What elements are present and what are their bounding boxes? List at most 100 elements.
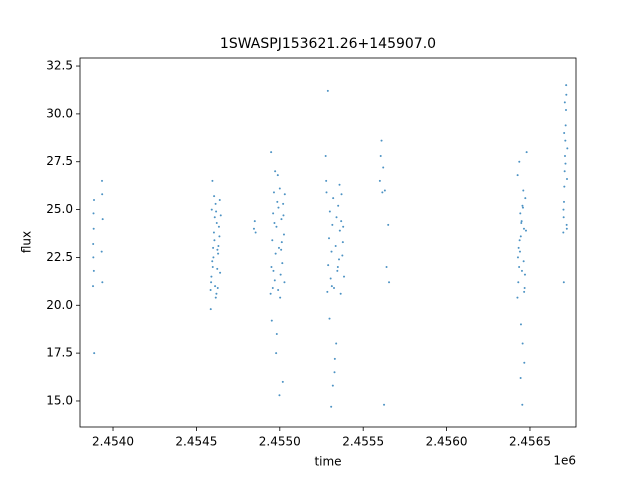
point xyxy=(522,189,525,192)
point xyxy=(269,292,272,295)
point xyxy=(214,285,217,288)
point xyxy=(387,223,390,226)
point xyxy=(340,193,343,196)
point xyxy=(564,109,567,112)
point xyxy=(277,206,280,209)
chart-title: 1SWASPJ153621.26+145907.0 xyxy=(220,36,436,52)
point xyxy=(343,275,346,278)
point xyxy=(92,212,95,215)
point xyxy=(275,352,278,355)
point xyxy=(101,179,104,182)
point xyxy=(281,262,284,265)
point xyxy=(213,216,216,219)
point xyxy=(520,269,523,272)
point xyxy=(217,244,220,247)
point xyxy=(562,200,565,203)
point xyxy=(211,179,214,182)
point xyxy=(521,342,524,345)
point xyxy=(328,210,331,213)
point xyxy=(334,244,337,247)
point xyxy=(253,220,256,223)
point xyxy=(283,193,286,196)
point xyxy=(92,269,95,272)
point xyxy=(383,189,386,192)
point xyxy=(330,405,333,408)
point xyxy=(519,323,522,326)
point xyxy=(336,265,339,268)
point xyxy=(381,191,384,194)
point xyxy=(565,227,568,230)
point xyxy=(278,394,281,397)
point xyxy=(520,221,523,224)
point xyxy=(563,170,566,173)
point xyxy=(280,218,283,221)
point xyxy=(385,265,388,268)
point xyxy=(338,229,341,232)
point xyxy=(279,296,282,299)
y-tick-label: 15.0 xyxy=(46,393,73,407)
y-tick-label: 17.5 xyxy=(46,346,73,360)
point xyxy=(280,241,283,244)
point xyxy=(330,285,333,288)
point xyxy=(215,210,218,213)
point xyxy=(217,252,220,255)
point xyxy=(338,183,341,186)
point xyxy=(218,199,221,202)
point xyxy=(378,179,381,182)
point xyxy=(218,235,221,238)
point xyxy=(213,195,216,198)
point xyxy=(565,177,568,180)
x-tick-label: 2.4555 xyxy=(342,435,384,449)
point xyxy=(274,170,277,173)
point xyxy=(517,281,520,284)
point xyxy=(388,281,391,284)
point xyxy=(562,216,565,219)
point xyxy=(92,227,95,230)
point xyxy=(216,267,219,270)
point xyxy=(270,265,273,268)
point xyxy=(522,260,525,263)
point xyxy=(275,225,278,228)
point xyxy=(379,154,382,157)
point xyxy=(101,281,104,284)
point xyxy=(212,246,215,249)
point xyxy=(331,223,334,226)
point xyxy=(519,377,522,380)
point xyxy=(330,250,333,253)
point xyxy=(565,84,568,87)
point xyxy=(566,147,569,150)
point xyxy=(282,233,285,236)
y-tick-label: 27.5 xyxy=(46,154,73,168)
point xyxy=(520,220,523,223)
point xyxy=(565,93,568,96)
point xyxy=(562,208,565,211)
point xyxy=(210,281,213,284)
point xyxy=(212,231,215,234)
point xyxy=(215,221,218,224)
point xyxy=(562,231,565,234)
point xyxy=(101,193,104,196)
point xyxy=(275,332,278,335)
point xyxy=(92,243,95,246)
point xyxy=(274,252,277,255)
point xyxy=(325,179,328,182)
point xyxy=(524,229,527,232)
y-tick-label: 22.5 xyxy=(46,250,73,264)
x-axis-label: time xyxy=(314,455,341,469)
point xyxy=(273,221,276,224)
point xyxy=(525,151,528,154)
point xyxy=(516,256,519,259)
point xyxy=(521,403,524,406)
point xyxy=(100,250,103,253)
point xyxy=(278,187,281,190)
point xyxy=(272,191,275,194)
point xyxy=(271,287,274,290)
point xyxy=(521,206,524,209)
x-tick-label: 2.4565 xyxy=(509,435,551,449)
point xyxy=(335,342,338,345)
point xyxy=(518,250,521,253)
point xyxy=(518,160,521,163)
point xyxy=(332,197,335,200)
